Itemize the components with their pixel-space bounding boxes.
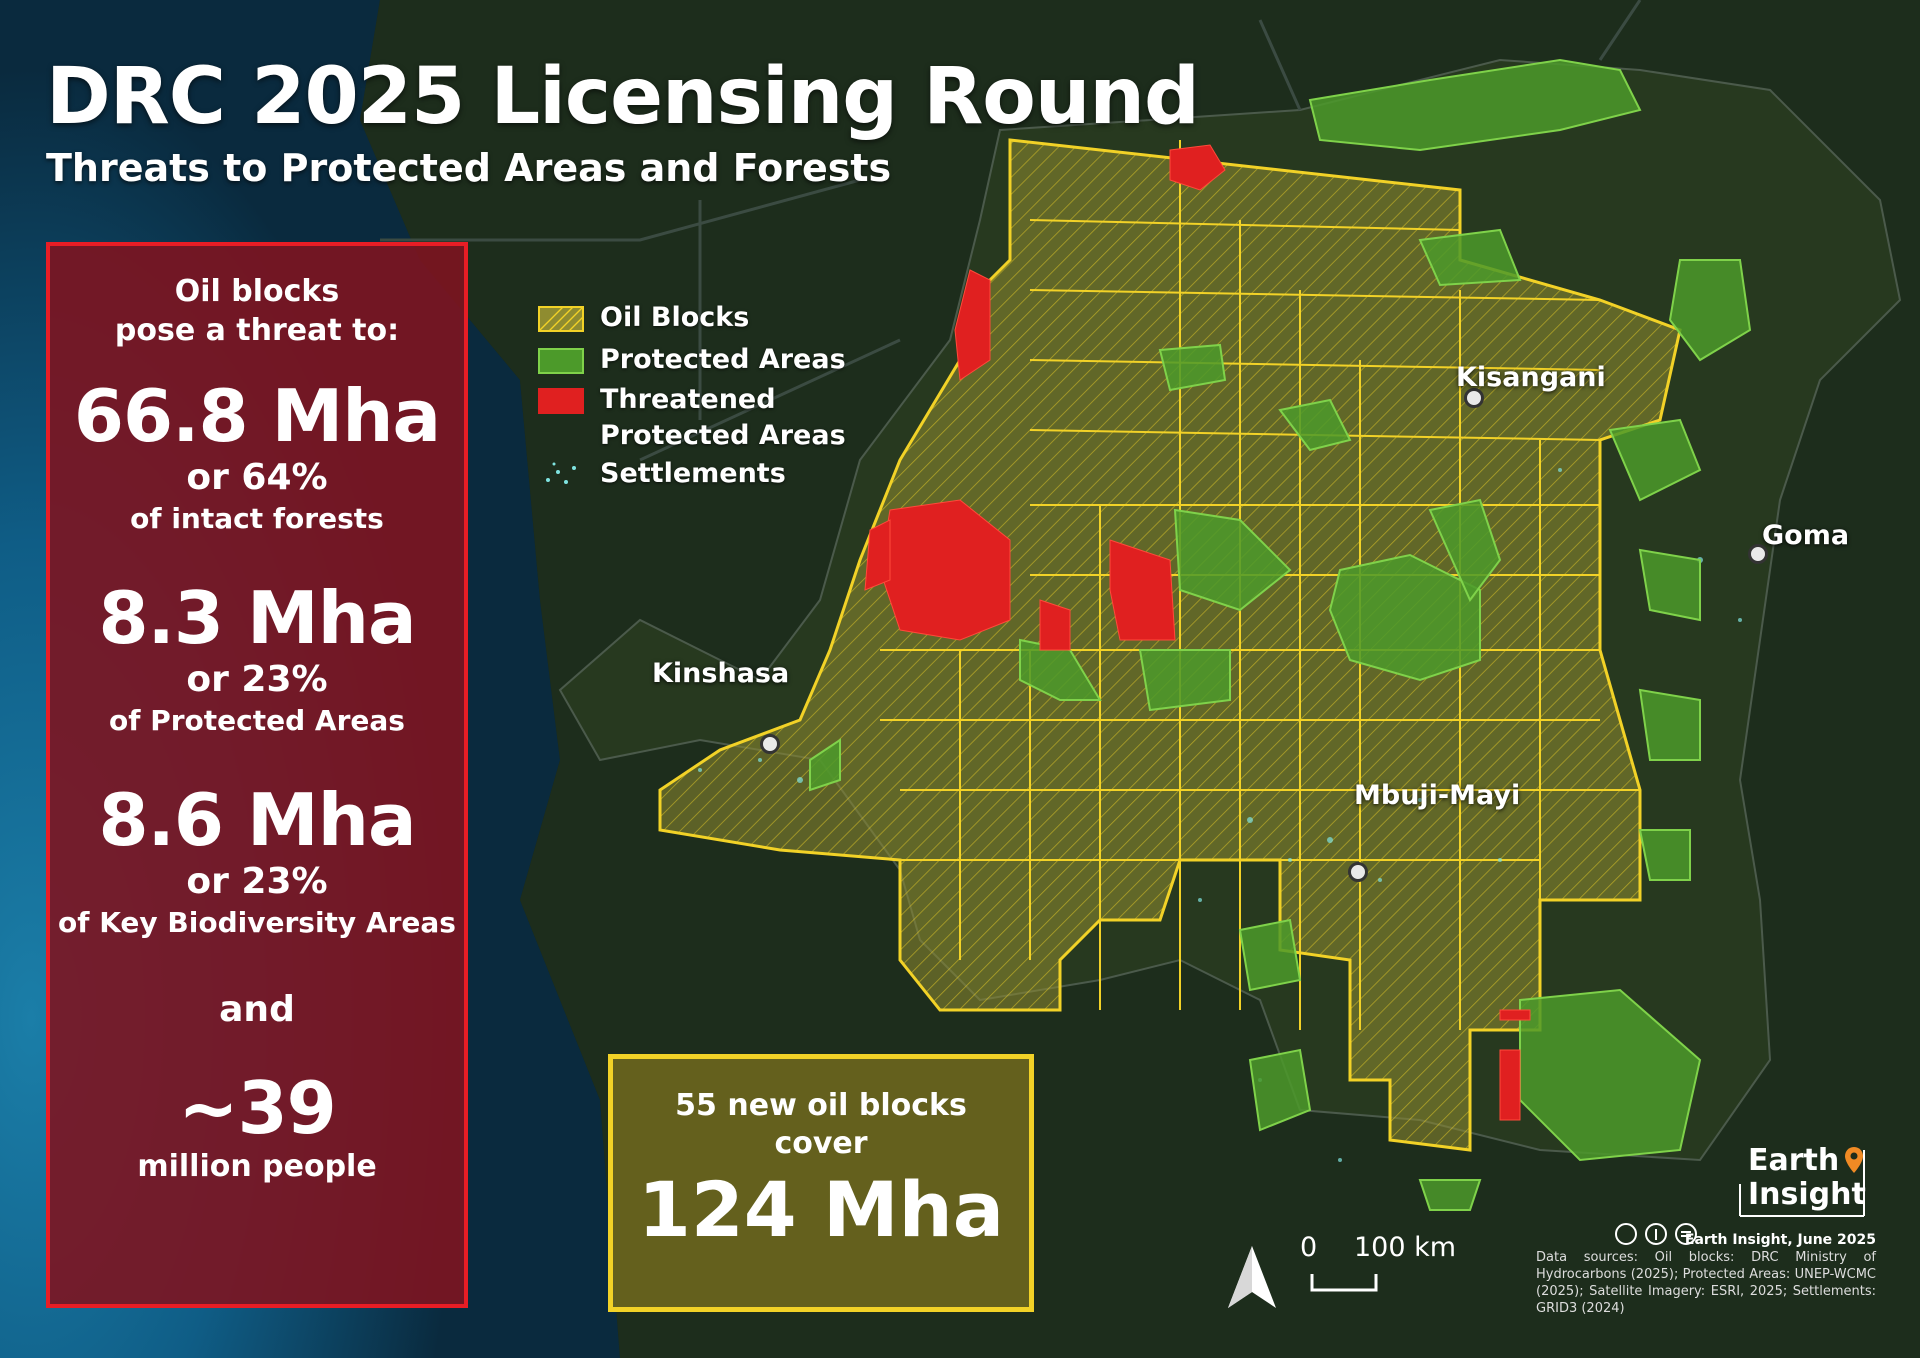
legend-label: Protected Areas bbox=[600, 344, 846, 375]
stats-panel: Oil blocks pose a threat to: 66.8 Mha or… bbox=[46, 242, 468, 1308]
logo-frame bbox=[1739, 1150, 1865, 1217]
kisangani-marker bbox=[1464, 388, 1484, 408]
protected-area bbox=[1238, 918, 1302, 992]
city-label-mbuji-mayi: Mbuji-Mayi bbox=[1354, 780, 1521, 811]
stat-protected-areas: 8.3 Mha or 23% of Protected Areas bbox=[50, 578, 464, 740]
stat-value: 8.6 Mha bbox=[98, 778, 416, 862]
protected-area bbox=[809, 738, 841, 792]
protected-area bbox=[1668, 259, 1752, 362]
country-borders bbox=[380, 0, 1642, 462]
stat-percent: or 64% bbox=[186, 457, 328, 498]
scale-distance: 100 km bbox=[1354, 1232, 1457, 1263]
protected-area bbox=[1248, 1048, 1312, 1132]
protected-area bbox=[1418, 1179, 1482, 1211]
cc-license-icon bbox=[1615, 1223, 1697, 1245]
scale-bar-line bbox=[1310, 1274, 1378, 1292]
threatened-area bbox=[954, 269, 991, 381]
page-subtitle: Threats to Protected Areas and Forests bbox=[46, 146, 892, 190]
protected-area bbox=[1158, 343, 1227, 392]
legend-label: Oil Blocks bbox=[600, 302, 750, 333]
threatened-area bbox=[1499, 1009, 1531, 1021]
protected-areas-swatch bbox=[538, 348, 584, 374]
stat-people: ~39 million people bbox=[50, 1068, 464, 1186]
stat-and: and bbox=[219, 989, 295, 1030]
location-pin-icon bbox=[1845, 1147, 1863, 1173]
threatened-area bbox=[864, 519, 891, 591]
data-credit: Earth Insight, June 2025 Data sources: O… bbox=[1536, 1232, 1876, 1317]
threatened-area bbox=[1169, 144, 1226, 191]
protected-area bbox=[1608, 418, 1702, 502]
page-title: DRC 2025 Licensing Round bbox=[46, 52, 1200, 142]
city-label-kisangani: Kisangani bbox=[1456, 362, 1606, 393]
settlements-swatch bbox=[546, 462, 576, 484]
stat-percent: or 23% bbox=[186, 861, 328, 902]
stats-intro-line2: pose a threat to: bbox=[114, 313, 400, 348]
north-arrow-icon bbox=[1228, 1246, 1276, 1308]
protected-area bbox=[1308, 58, 1642, 152]
mbuji-mayi-marker bbox=[1348, 862, 1368, 882]
protected-area bbox=[1428, 498, 1502, 602]
legend-label: Threatened bbox=[600, 384, 776, 415]
stat-label: million people bbox=[137, 1149, 377, 1184]
earth-insight-logo: Earth Insight bbox=[1739, 1143, 1866, 1217]
logo-line1: Earth bbox=[1748, 1143, 1840, 1178]
summary-line2: cover bbox=[774, 1126, 868, 1161]
stat-label: of Protected Areas bbox=[109, 704, 405, 737]
stats-intro: Oil blocks pose a threat to: bbox=[50, 272, 464, 350]
stat-label: of intact forests bbox=[130, 502, 384, 535]
oil-blocks-summary-box: 55 new oil blocks cover 124 Mha bbox=[608, 1054, 1034, 1312]
stat-label: of Key Biodiversity Areas bbox=[58, 906, 456, 939]
protected-area bbox=[1173, 508, 1292, 612]
oil-blocks-swatch bbox=[538, 306, 584, 332]
credit-body: Data sources: Oil blocks: DRC Ministry o… bbox=[1536, 1250, 1876, 1316]
protected-area bbox=[1638, 548, 1701, 622]
threatened-area bbox=[1039, 599, 1071, 651]
threatened-swatch bbox=[538, 388, 584, 414]
stats-intro-line1: Oil blocks bbox=[174, 274, 340, 309]
summary-value: 124 Mha bbox=[637, 1165, 1005, 1254]
protected-area bbox=[1278, 398, 1352, 452]
protected-area bbox=[1638, 688, 1701, 761]
goma-marker bbox=[1748, 544, 1768, 564]
protected-area bbox=[1328, 553, 1481, 682]
kinshasa-marker bbox=[760, 734, 780, 754]
stat-key-biodiversity: 8.6 Mha or 23% of Key Biodiversity Areas bbox=[50, 780, 464, 942]
protected-area bbox=[1638, 829, 1691, 881]
city-label-kinshasa: Kinshasa bbox=[652, 658, 790, 689]
legend-label: Protected Areas bbox=[600, 420, 846, 451]
city-label-goma: Goma bbox=[1762, 520, 1850, 551]
protected-area bbox=[1418, 228, 1522, 287]
stat-intact-forests: 66.8 Mha or 64% of intact forests bbox=[50, 376, 464, 538]
credit-head: Earth Insight, June 2025 bbox=[1684, 1232, 1876, 1248]
threatened-areas bbox=[864, 144, 1531, 1121]
summary-line1: 55 new oil blocks bbox=[675, 1088, 967, 1123]
threatened-area bbox=[1109, 539, 1176, 641]
stat-value: ~39 bbox=[178, 1066, 337, 1150]
stat-value: 66.8 Mha bbox=[73, 374, 441, 458]
scale-zero: 0 bbox=[1300, 1232, 1318, 1263]
protected-areas bbox=[809, 58, 1752, 1211]
logo-line2: Insight bbox=[1748, 1177, 1866, 1212]
threatened-area bbox=[1499, 1049, 1521, 1121]
stat-value: 8.3 Mha bbox=[98, 576, 416, 660]
stat-percent: or 23% bbox=[186, 659, 328, 700]
settlement-dots bbox=[698, 398, 1742, 1162]
protected-area bbox=[1138, 649, 1231, 712]
legend-label: Settlements bbox=[600, 458, 786, 489]
